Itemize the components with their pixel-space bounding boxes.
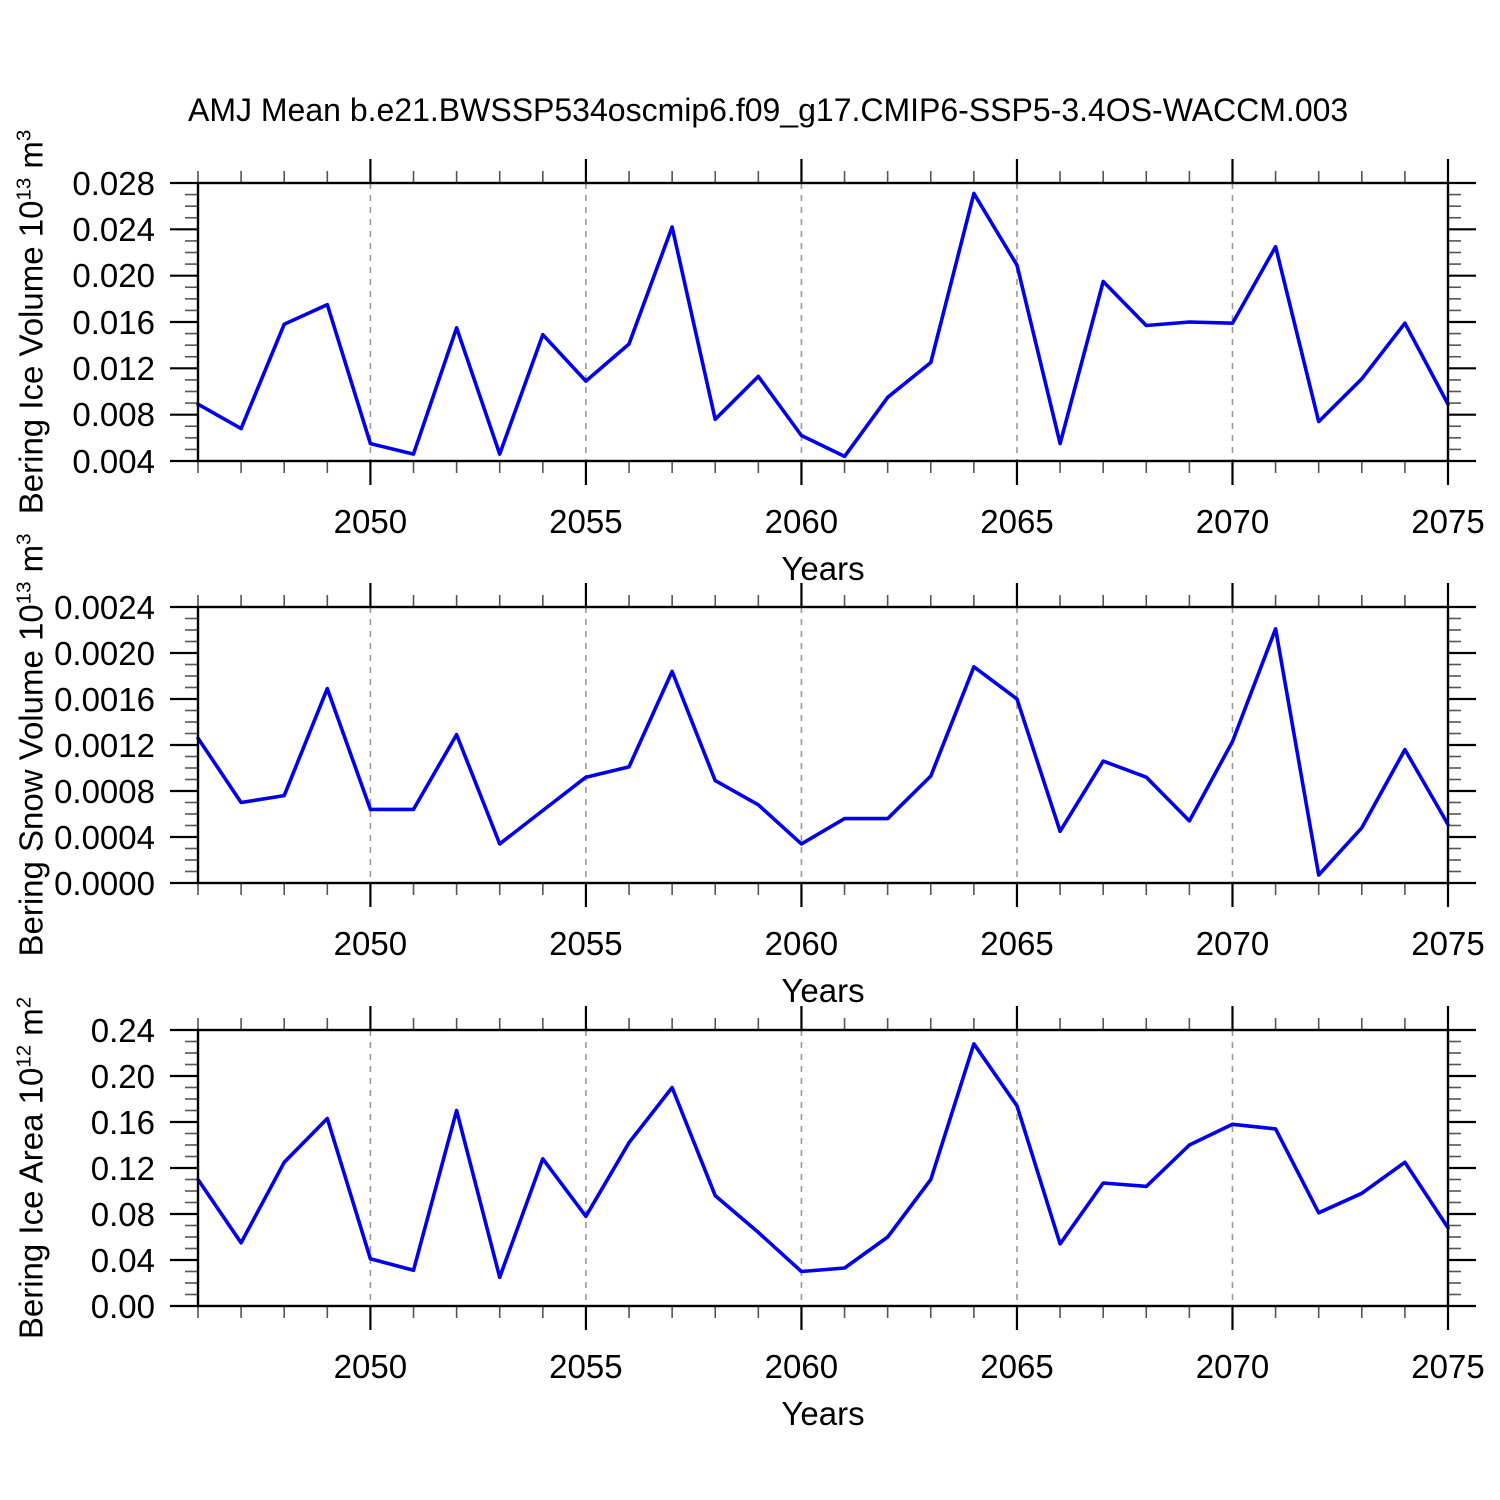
plot-area	[170, 159, 1476, 485]
x-tick-label: 2055	[549, 503, 623, 540]
y-tick-label: 0.04	[90, 1241, 155, 1279]
x-tick-label: 2070	[1195, 925, 1270, 962]
y-tick-label: 0.0000	[54, 864, 155, 902]
x-axis-title: Years	[781, 972, 865, 1009]
x-tick-label: 2070	[1195, 503, 1270, 540]
y-axis-title: Bering Snow Volume 1013 m3	[12, 533, 50, 957]
plot-area	[170, 583, 1476, 907]
x-tick-label: 2050	[333, 925, 408, 962]
x-tick-label: 2055	[549, 925, 623, 962]
y-tick-label: 0.24	[90, 1011, 155, 1049]
y-tick-label: 0.20	[90, 1057, 155, 1095]
x-tick-label: 2065	[980, 1348, 1054, 1385]
y-tick-label: 0.12	[90, 1149, 155, 1187]
y-tick-label: 0.08	[90, 1195, 155, 1233]
y-tick-label: 0.024	[72, 210, 155, 248]
x-tick-label: 2070	[1195, 1348, 1270, 1385]
y-tick-label: 0.016	[72, 303, 155, 341]
y-tick-label: 0.0024	[54, 588, 155, 626]
y-tick-label: 0.0020	[54, 634, 155, 672]
x-tick-label: 2055	[549, 1348, 623, 1385]
y-tick-label: 0.0008	[54, 772, 155, 810]
x-tick-label: 2065	[980, 925, 1054, 962]
y-tick-label: 0.008	[72, 396, 155, 434]
data-series-line	[196, 1041, 1450, 1280]
x-tick-label: 2075	[1411, 503, 1485, 540]
x-axis-title: Years	[781, 550, 865, 587]
axis-box	[196, 605, 1450, 885]
x-tick-label: 2050	[333, 1348, 408, 1385]
x-tick-label: 2075	[1411, 1348, 1485, 1385]
data-series-line	[196, 191, 1450, 459]
y-tick-label: 0.020	[72, 257, 155, 295]
y-axis-title: Bering Ice Area 1012 m2	[12, 996, 50, 1340]
chart-title: AMJ Mean b.e21.BWSSP534oscmip6.f09_g17.C…	[188, 92, 1349, 128]
y-tick-label: 0.0012	[54, 726, 155, 764]
y-tick-label: 0.028	[72, 164, 155, 202]
x-axis-title: Years	[781, 1395, 865, 1432]
plot-area	[170, 1006, 1476, 1330]
y-tick-label: 0.0004	[54, 818, 155, 856]
y-tick-label: 0.00	[90, 1287, 155, 1325]
data-series-line	[196, 626, 1450, 877]
axis-box	[196, 1028, 1450, 1308]
x-tick-label: 2065	[980, 503, 1054, 540]
y-tick-label: 0.16	[90, 1103, 155, 1141]
y-tick-label: 0.012	[72, 349, 155, 387]
x-tick-label: 2060	[764, 1348, 839, 1385]
x-tick-label: 2075	[1411, 925, 1485, 962]
y-tick-label: 0.0016	[54, 680, 155, 718]
x-tick-label: 2050	[333, 503, 408, 540]
x-tick-label: 2060	[764, 503, 839, 540]
y-tick-label: 0.004	[72, 442, 155, 480]
axis-box	[196, 181, 1450, 463]
x-tick-label: 2060	[764, 925, 839, 962]
y-axis-title: Bering Ice Volume 1013 m3	[12, 129, 50, 515]
